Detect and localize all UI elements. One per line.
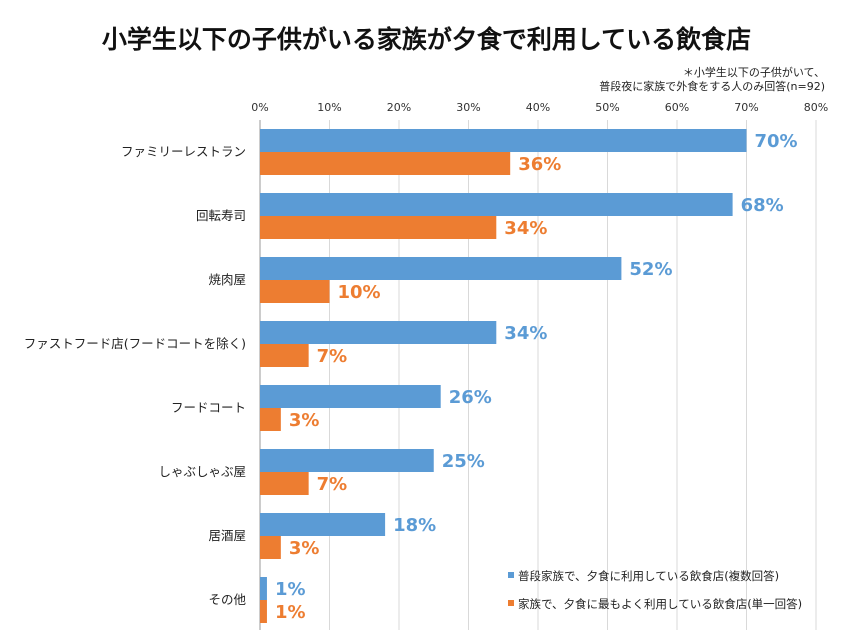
x-tick-label: 40% [526,101,550,114]
data-label: 1% [275,579,306,600]
data-label: 1% [275,602,306,623]
data-label: 3% [289,410,320,431]
legend-marker [508,572,514,578]
bar [260,257,622,280]
bar [260,536,281,559]
bar [260,408,281,431]
x-tick-label: 10% [317,101,341,114]
data-label: 25% [442,451,485,472]
legend-label: 家族で、夕食に最もよく利用している飲食店(単一回答) [518,597,802,611]
bar [260,129,747,152]
data-label: 26% [449,387,492,408]
data-label: 52% [629,259,672,280]
data-label: 34% [504,218,547,239]
data-label: 7% [317,346,348,367]
bar [260,577,267,600]
x-tick-label: 0% [251,101,268,114]
note-line-2: 普段夜に家族で外食をする人のみ回答(n=92) [599,80,825,93]
bar [260,472,309,495]
chart-note: ＊小学生以下の子供がいて、 普段夜に家族で外食をする人のみ回答(n=92) [599,66,825,94]
category-label: その他 [208,592,246,607]
data-label: 10% [338,282,381,303]
data-label: 70% [755,131,798,152]
bar [260,513,386,536]
x-tick-label: 80% [804,101,828,114]
data-label: 7% [317,474,348,495]
x-tick-label: 30% [456,101,480,114]
category-label: ファミリーレストラン [121,144,246,159]
bar [260,216,497,239]
data-label: 36% [518,154,561,175]
data-label: 18% [393,515,436,536]
x-tick-label: 70% [734,101,758,114]
category-label: ファストフード店(フードコートを除く) [24,336,246,351]
x-tick-label: 50% [595,101,619,114]
bar [260,280,330,303]
category-label: 焼肉屋 [208,272,246,287]
bar [260,344,309,367]
bar [260,193,733,216]
bar [260,449,434,472]
x-tick-label: 60% [665,101,689,114]
data-label: 68% [741,195,784,216]
category-label: 回転寿司 [196,208,246,223]
legend-marker [508,600,514,606]
category-label: しゃぶしゃぶ屋 [158,464,246,479]
legend-label: 普段家族で、夕食に利用している飲食店(複数回答) [518,569,779,583]
x-tick-label: 20% [387,101,411,114]
bar [260,152,511,175]
data-label: 34% [504,323,547,344]
bar [260,321,497,344]
bar [260,600,267,623]
data-label: 3% [289,538,320,559]
note-line-1: ＊小学生以下の子供がいて、 [682,66,825,79]
chart-title: 小学生以下の子供がいる家族が夕食で利用している飲食店 [101,25,752,54]
category-label: 居酒屋 [208,528,246,543]
bar [260,385,441,408]
category-label: フードコート [171,400,246,415]
